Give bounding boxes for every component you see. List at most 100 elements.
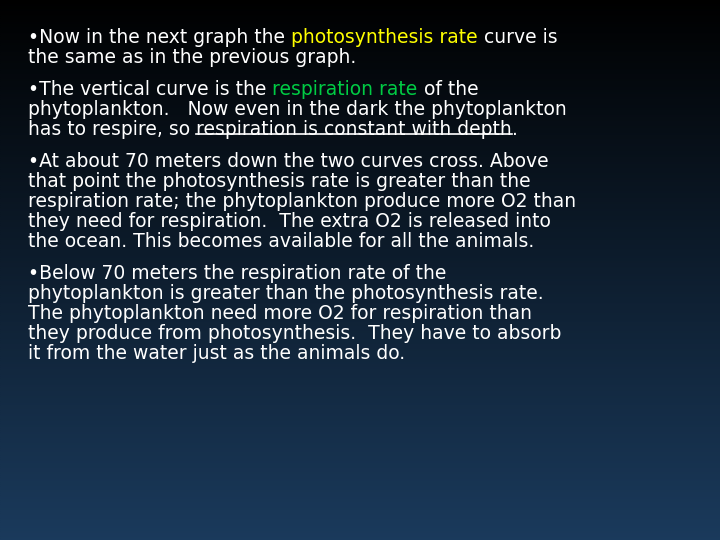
Text: phytoplankton is greater than the photosynthesis rate.: phytoplankton is greater than the photos… <box>28 284 544 303</box>
Bar <box>0 354 720 356</box>
Bar <box>0 491 720 493</box>
Bar <box>0 431 720 434</box>
Bar <box>0 465 720 468</box>
Bar <box>0 63 720 65</box>
Bar <box>0 340 720 342</box>
Bar <box>0 538 720 540</box>
Text: they produce from photosynthesis.  They have to absorb: they produce from photosynthesis. They h… <box>28 324 562 343</box>
Bar <box>0 502 720 504</box>
Bar <box>0 192 720 194</box>
Bar <box>0 156 720 158</box>
Bar <box>0 228 720 231</box>
Bar <box>0 435 720 437</box>
Bar <box>0 530 720 533</box>
Text: has to respire, so: has to respire, so <box>28 120 196 139</box>
Bar <box>0 57 720 59</box>
Bar <box>0 168 720 171</box>
Bar <box>0 384 720 387</box>
Bar <box>0 487 720 490</box>
Bar <box>0 415 720 417</box>
Bar <box>0 237 720 239</box>
Bar <box>0 97 720 99</box>
Bar <box>0 246 720 248</box>
Bar <box>0 441 720 443</box>
Bar <box>0 91 720 93</box>
Bar <box>0 478 720 481</box>
Bar <box>0 86 720 88</box>
Text: it from the water just as the animals do.: it from the water just as the animals do… <box>28 344 405 363</box>
Bar <box>0 9 720 11</box>
Bar <box>0 360 720 362</box>
Bar <box>0 55 720 58</box>
Bar <box>0 80 720 83</box>
Text: •At about 70 meters down the two curves cross. Above: •At about 70 meters down the two curves … <box>28 152 549 171</box>
Bar <box>0 120 720 123</box>
Bar <box>0 482 720 484</box>
Bar <box>0 79 720 81</box>
Bar <box>0 449 720 452</box>
Bar <box>0 165 720 167</box>
Bar <box>0 322 720 324</box>
Bar <box>0 194 720 196</box>
Bar <box>0 210 720 212</box>
Text: they need for respiration.  The extra O2 is released into: they need for respiration. The extra O2 … <box>28 212 551 231</box>
Bar <box>0 136 720 139</box>
Bar <box>0 114 720 117</box>
Bar <box>0 525 720 528</box>
Bar <box>0 349 720 351</box>
Bar <box>0 178 720 180</box>
Bar <box>0 95 720 97</box>
Bar <box>0 144 720 146</box>
Bar <box>0 284 720 286</box>
Bar <box>0 233 720 236</box>
Bar <box>0 291 720 293</box>
Bar <box>0 46 720 49</box>
Bar <box>0 476 720 479</box>
Bar <box>0 77 720 79</box>
Bar <box>0 387 720 389</box>
Bar <box>0 163 720 166</box>
Text: photosynthesis rate: photosynthesis rate <box>291 28 477 47</box>
Bar <box>0 498 720 501</box>
Bar <box>0 536 720 538</box>
Bar <box>0 73 720 76</box>
Bar <box>0 185 720 187</box>
Bar <box>0 377 720 380</box>
Bar <box>0 303 720 306</box>
Text: •Below 70 meters the respiration rate of the: •Below 70 meters the respiration rate of… <box>28 264 446 283</box>
Bar <box>0 269 720 272</box>
Bar <box>0 350 720 353</box>
Bar <box>0 365 720 367</box>
Bar <box>0 352 720 355</box>
Bar <box>0 302 720 304</box>
Bar <box>0 448 720 450</box>
Bar <box>0 314 720 317</box>
Bar <box>0 442 720 444</box>
Bar <box>0 36 720 38</box>
Bar <box>0 489 720 491</box>
Bar <box>0 276 720 279</box>
Bar <box>0 160 720 162</box>
Bar <box>0 106 720 108</box>
Bar <box>0 345 720 347</box>
Bar <box>0 376 720 378</box>
Bar <box>0 239 720 241</box>
Bar <box>0 257 720 259</box>
Bar <box>0 516 720 518</box>
Bar <box>0 152 720 155</box>
Bar <box>0 10 720 12</box>
Bar <box>0 68 720 70</box>
Bar <box>0 174 720 177</box>
Bar <box>0 260 720 263</box>
Text: the ocean. This becomes available for all the animals.: the ocean. This becomes available for al… <box>28 232 534 251</box>
Bar <box>0 0 720 2</box>
Bar <box>0 147 720 150</box>
Bar <box>0 183 720 185</box>
Bar <box>0 71 720 74</box>
Bar <box>0 404 720 407</box>
Bar <box>0 127 720 130</box>
Bar <box>0 226 720 228</box>
Bar <box>0 109 720 112</box>
Bar <box>0 307 720 309</box>
Text: .: . <box>512 120 518 139</box>
